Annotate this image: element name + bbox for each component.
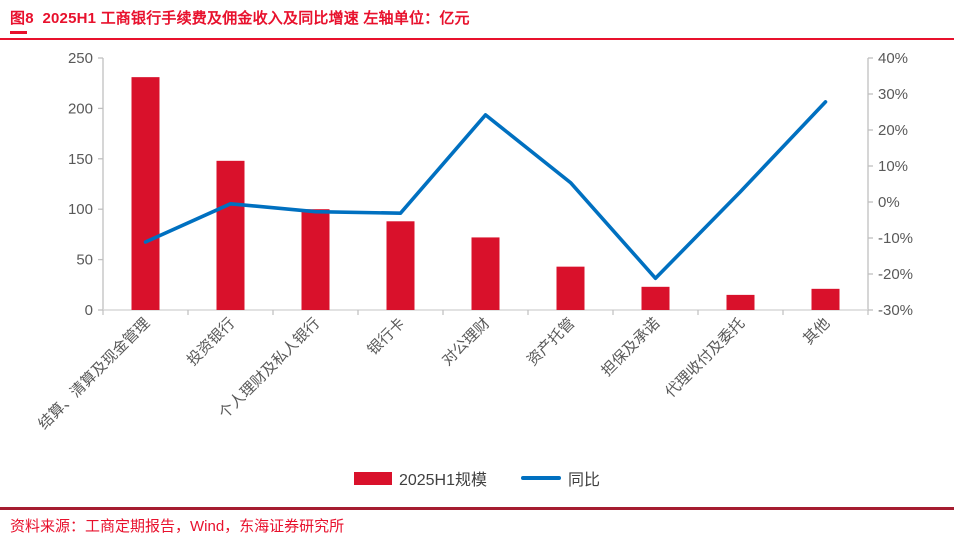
- bar-银行卡: [386, 221, 415, 310]
- combo-chart: 0 50 100 150 200 250 -30% -20% -10% 0% 10% 20% 30% 40…: [35, 50, 914, 433]
- bar-结算、清算及现金管理: [131, 77, 160, 310]
- category-label: 担保及承诺: [598, 315, 663, 380]
- category-label: 代理收付及委托: [662, 315, 748, 401]
- right-axis-tick-label: 0%: [878, 194, 900, 211]
- legend-item-line-series: 同比: [521, 466, 600, 490]
- category-label: 资产托管: [524, 315, 578, 369]
- bar-投资银行: [216, 160, 245, 310]
- right-axis-tick-label: 40%: [878, 50, 908, 67]
- right-axis-tick-label: -30%: [878, 302, 913, 319]
- bar-series-label: 2025H1规模: [398, 472, 488, 489]
- title-divider-line: [0, 38, 954, 40]
- right-axis-tick-label: 20%: [878, 122, 908, 139]
- yoy-line-series: [143, 100, 828, 281]
- footer-divider-line: [0, 507, 954, 510]
- left-axis-tick-label: 200: [68, 100, 93, 117]
- category-label: 其他: [800, 315, 833, 348]
- line-series-swatch: [521, 476, 562, 480]
- bar-series-swatch: [353, 471, 392, 485]
- chart-legend: 2025H1规模 同比: [0, 466, 954, 490]
- category-label: 对公理财: [439, 315, 493, 369]
- category-label: 银行卡: [364, 315, 408, 359]
- title-accent-dash: [10, 31, 27, 34]
- right-axis-tick-label: -20%: [878, 266, 913, 283]
- bar-资产托管: [556, 266, 585, 310]
- left-axis-tick-label: 0: [85, 302, 93, 319]
- right-axis-tick-label: -10%: [878, 230, 913, 247]
- legend-item-bar-series: 2025H1规模: [353, 466, 488, 490]
- line-series-label: 同比: [568, 472, 601, 489]
- right-axis-tick-label: 10%: [878, 158, 908, 175]
- right-axis-tick-label: 30%: [878, 86, 908, 103]
- category-label: 结算、清算及现金管理: [35, 314, 154, 433]
- bar-其他: [811, 288, 840, 310]
- category-label: 投资银行: [184, 315, 238, 369]
- bar-个人理财及私人银行: [301, 209, 330, 310]
- left-axis-tick-label: 50: [76, 252, 93, 269]
- source-note: 资料来源：工商定期报告，Wind，东海证券研究所: [10, 518, 345, 535]
- left-axis-tick-label: 100: [68, 201, 93, 218]
- left-axis-tick-label: 250: [68, 50, 93, 67]
- bar-担保及承诺: [641, 286, 670, 310]
- page-title: 图8 2025H1 工商银行手续费及佣金收入及同比增速 左轴单位：亿元: [10, 10, 470, 27]
- left-axis-tick-label: 150: [68, 151, 93, 168]
- bar-代理收付及委托: [726, 294, 755, 310]
- bar-对公理财: [471, 237, 500, 310]
